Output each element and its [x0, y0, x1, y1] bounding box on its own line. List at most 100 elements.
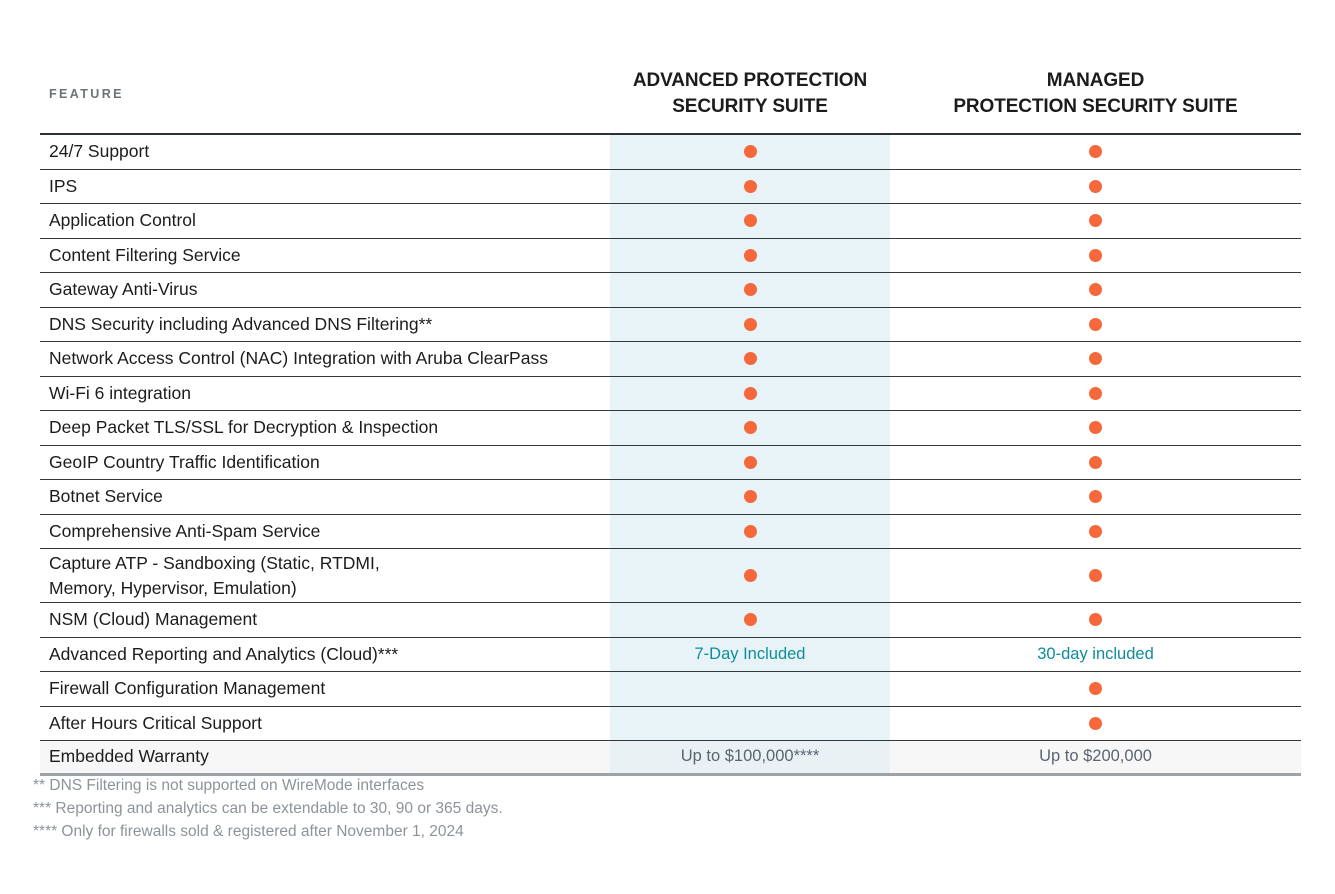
included-dot-icon — [1089, 524, 1102, 538]
advanced-suite-cell — [610, 603, 890, 637]
cell-value-text: Up to $100,000**** — [680, 747, 820, 766]
table-row: Network Access Control (NAC) Integration… — [40, 342, 1301, 377]
included-dot-icon — [743, 490, 757, 504]
feature-label: GeoIP Country Traffic Identification — [49, 451, 320, 472]
managed-suite-cell — [890, 377, 1301, 411]
advanced-suite-cell — [610, 204, 890, 238]
included-dot-icon — [1089, 145, 1102, 159]
included-dot-icon — [743, 352, 757, 366]
table-row: Wi-Fi 6 integration — [40, 376, 1301, 411]
advanced-suite-cell — [610, 480, 890, 514]
managed-suite-cell — [890, 480, 1301, 514]
included-dot-icon — [743, 569, 757, 582]
included-dot-icon — [743, 145, 757, 159]
managed-suite-cell — [890, 603, 1301, 637]
included-dot-icon — [1089, 214, 1102, 228]
included-dot-icon — [1089, 716, 1102, 730]
included-dot-icon — [743, 613, 757, 627]
advanced-suite-cell — [610, 169, 890, 203]
cell-value-text: Up to $200,000 — [1039, 747, 1152, 766]
advanced-suite-cell — [610, 445, 890, 479]
cell-value-text: 30-day included — [1037, 644, 1154, 663]
table-row: Embedded Warranty Up to $100,000**** Up to… — [40, 741, 1301, 776]
table-body: 24/7 Support IPS Application Control Conten… — [40, 133, 1301, 776]
included-dot-icon — [1089, 283, 1102, 297]
table-row: Gateway Anti-Virus — [40, 273, 1301, 308]
feature-label: Comprehensive Anti-Spam Service — [49, 520, 321, 541]
table-row: DNS Security including Advanced DNS Filt… — [40, 307, 1301, 342]
advanced-suite-cell — [610, 514, 890, 548]
advanced-suite-cell: Up to $100,000**** — [610, 741, 890, 773]
included-dot-icon — [1089, 352, 1102, 366]
feature-label: After Hours Critical Support — [49, 712, 262, 733]
included-dot-icon — [743, 283, 757, 297]
footnote: **** Only for firewalls sold & registere… — [33, 823, 464, 840]
footnote: ** DNS Filtering is not supported on Wir… — [33, 777, 425, 794]
advanced-suite-cell — [610, 342, 890, 376]
included-dot-icon — [1089, 421, 1102, 435]
managed-suite-cell — [890, 308, 1301, 342]
advanced-suite-cell: 7-Day Included — [610, 637, 890, 671]
footnotes: ** DNS Filtering is not supported on Wir… — [33, 774, 503, 843]
included-dot-icon — [743, 248, 757, 262]
advanced-suite-cell — [610, 549, 890, 602]
managed-suite-cell — [890, 135, 1301, 169]
table-row: Deep Packet TLS/SSL for Decryption & Ins… — [40, 411, 1301, 446]
feature-label: Content Filtering Service — [49, 244, 241, 265]
managed-suite-cell — [890, 549, 1301, 602]
included-dot-icon — [1089, 682, 1102, 696]
table-row: Comprehensive Anti-Spam Service — [40, 514, 1301, 549]
included-dot-icon — [743, 214, 757, 228]
managed-suite-cell — [890, 446, 1301, 480]
feature-label: IPS — [49, 175, 78, 196]
managed-suite-cell — [890, 411, 1301, 445]
advanced-suite-cell — [610, 672, 890, 706]
table-header-row: FEATURE ADVANCED PROTECTION SECURITY SUI… — [40, 55, 1301, 133]
feature-label: Capture ATP - Sandboxing (Static, RTDMI,… — [49, 552, 380, 598]
advanced-suite-cell — [610, 411, 890, 445]
advanced-suite-cell — [610, 307, 890, 341]
managed-suite-cell — [890, 515, 1301, 549]
managed-suite-cell — [890, 342, 1301, 376]
managed-suite-cell — [890, 707, 1301, 741]
included-dot-icon — [743, 421, 757, 435]
included-dot-icon — [743, 386, 757, 400]
table-row: Botnet Service — [40, 480, 1301, 515]
table-row: 24/7 Support — [40, 135, 1301, 170]
table-row: Advanced Reporting and Analytics (Cloud)… — [40, 637, 1301, 672]
feature-label: 24/7 Support — [49, 141, 150, 162]
managed-suite-cell — [890, 239, 1301, 273]
feature-label: Deep Packet TLS/SSL for Decryption & Ins… — [49, 417, 439, 438]
feature-comparison-table: FEATURE ADVANCED PROTECTION SECURITY SUI… — [40, 55, 1301, 776]
managed-suite-cell — [890, 170, 1301, 204]
included-dot-icon — [1089, 613, 1102, 627]
cell-value-text: 7-Day Included — [694, 644, 806, 663]
included-dot-icon — [743, 455, 757, 469]
feature-label: Botnet Service — [49, 486, 163, 507]
table-row: Capture ATP - Sandboxing (Static, RTDMI,… — [40, 549, 1301, 603]
feature-label: Firewall Configuration Management — [49, 678, 326, 699]
feature-label: Advanced Reporting and Analytics (Cloud)… — [49, 643, 399, 664]
included-dot-icon — [1089, 490, 1102, 504]
included-dot-icon — [1089, 179, 1102, 193]
feature-label: Embedded Warranty — [49, 746, 209, 767]
advanced-suite-cell — [610, 238, 890, 272]
managed-suite-cell: Up to $200,000 — [890, 741, 1301, 773]
included-dot-icon — [743, 317, 757, 331]
feature-column-header: FEATURE — [49, 87, 124, 101]
feature-label: Application Control — [49, 210, 196, 231]
included-dot-icon — [743, 179, 757, 193]
included-dot-icon — [1089, 386, 1102, 400]
feature-label: Wi-Fi 6 integration — [49, 382, 191, 403]
table-row: Content Filtering Service — [40, 238, 1301, 273]
included-dot-icon — [1089, 248, 1102, 262]
included-dot-icon — [743, 524, 757, 538]
feature-label: NSM (Cloud) Management — [49, 609, 258, 630]
table-row: IPS — [40, 169, 1301, 204]
managed-suite-column-header: MANAGED PROTECTION SECURITY SUITE — [953, 70, 1238, 117]
table-row: NSM (Cloud) Management — [40, 603, 1301, 638]
advanced-suite-cell — [610, 273, 890, 307]
footnote: *** Reporting and analytics can be exten… — [33, 800, 503, 817]
advanced-suite-cell — [610, 135, 890, 169]
